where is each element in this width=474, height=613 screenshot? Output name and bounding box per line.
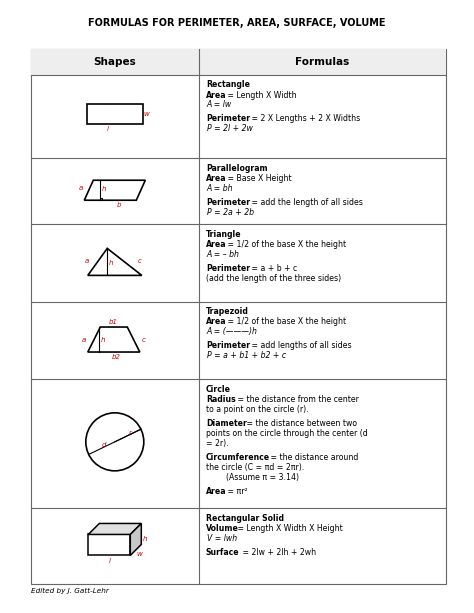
Text: Circumference: Circumference [206, 453, 270, 462]
Polygon shape [88, 524, 141, 535]
Text: = πr²: = πr² [225, 487, 248, 495]
Text: to a point on the circle (r).: to a point on the circle (r). [206, 405, 309, 414]
Text: = 2lw + 2lh + 2wh: = 2lw + 2lh + 2wh [239, 548, 316, 557]
Polygon shape [84, 180, 146, 200]
Text: A = lw: A = lw [207, 101, 232, 110]
Text: Parallelogram: Parallelogram [206, 164, 267, 173]
Text: Surface: Surface [206, 548, 239, 557]
Polygon shape [88, 248, 142, 275]
Text: (add the length of the three sides): (add the length of the three sides) [206, 273, 341, 283]
Text: = Base X Height: = Base X Height [225, 174, 292, 183]
Text: Triangle: Triangle [206, 230, 241, 238]
Text: V = lwh: V = lwh [207, 534, 237, 543]
Text: Perimeter: Perimeter [206, 115, 250, 123]
Text: Edited by J. Gatt-Lehr: Edited by J. Gatt-Lehr [31, 588, 109, 593]
Text: = 1/2 of the base X the height: = 1/2 of the base X the height [225, 240, 346, 249]
Text: l: l [107, 126, 109, 132]
Text: a: a [82, 337, 86, 343]
Bar [31, 49, 446, 584]
Text: (Assume π = 3.14): (Assume π = 3.14) [206, 473, 299, 482]
Text: Diameter: Diameter [206, 419, 246, 428]
Text: Volume: Volume [206, 524, 238, 533]
Text: Perimeter: Perimeter [206, 198, 250, 207]
Text: a: a [84, 257, 89, 264]
Text: Shapes: Shapes [93, 57, 136, 67]
Text: Rectangular Solid: Rectangular Solid [206, 514, 284, 523]
Text: Trapezoid: Trapezoid [206, 307, 249, 316]
Text: P = 2a + 2b: P = 2a + 2b [207, 208, 254, 217]
Text: w: w [137, 551, 143, 557]
Text: r: r [129, 430, 132, 436]
Text: h: h [143, 536, 147, 543]
Bar [88, 535, 130, 555]
Text: = the distance from the center: = the distance from the center [235, 395, 359, 404]
Text: c: c [141, 337, 145, 343]
Text: b: b [117, 202, 121, 208]
Text: = 2r).: = 2r). [206, 439, 228, 447]
Text: Area: Area [206, 240, 226, 249]
Text: Perimeter: Perimeter [206, 341, 250, 351]
Text: A = – bh: A = – bh [207, 249, 240, 259]
Text: h: h [102, 186, 106, 192]
Text: h: h [109, 260, 113, 266]
Text: = a + b + c: = a + b + c [249, 264, 297, 273]
Text: h: h [100, 337, 105, 343]
Text: Rectangle: Rectangle [206, 80, 250, 89]
Text: Area: Area [206, 318, 226, 327]
Text: Area: Area [206, 174, 226, 183]
Text: = Length X Width: = Length X Width [225, 91, 297, 99]
Text: a: a [79, 185, 83, 191]
Text: b2: b2 [111, 354, 120, 360]
Text: points on the circle through the center (d: points on the circle through the center … [206, 429, 367, 438]
Polygon shape [130, 524, 141, 555]
Text: = 1/2 of the base X the height: = 1/2 of the base X the height [225, 318, 346, 327]
Text: l: l [108, 558, 110, 564]
Text: = the distance around: = the distance around [268, 453, 359, 462]
Text: P = a + b1 + b2 + c: P = a + b1 + b2 + c [207, 351, 286, 360]
Bar [31, 49, 446, 75]
Text: Area: Area [206, 487, 226, 495]
Text: w: w [144, 110, 149, 116]
Text: Radius: Radius [206, 395, 236, 404]
Text: P = 2l + 2w: P = 2l + 2w [207, 124, 253, 134]
Text: d: d [101, 442, 106, 448]
Text: = 2 X Lengths + 2 X Widths: = 2 X Lengths + 2 X Widths [249, 115, 360, 123]
Text: the circle (C = πd = 2πr).: the circle (C = πd = 2πr). [206, 463, 304, 471]
Text: A = bh: A = bh [207, 184, 233, 193]
Text: b1: b1 [108, 319, 117, 326]
Text: FORMULAS FOR PERIMETER, AREA, SURFACE, VOLUME: FORMULAS FOR PERIMETER, AREA, SURFACE, V… [88, 18, 386, 28]
Text: c: c [138, 257, 142, 264]
Bar [87, 104, 143, 124]
Text: Perimeter: Perimeter [206, 264, 250, 273]
Text: = the distance between two: = the distance between two [245, 419, 357, 428]
Text: A = (———)h: A = (———)h [207, 327, 258, 337]
Text: Circle: Circle [206, 385, 231, 394]
Text: Area: Area [206, 91, 226, 99]
Polygon shape [88, 327, 140, 352]
Text: = add lengths of all sides: = add lengths of all sides [249, 341, 352, 351]
Text: = add the length of all sides: = add the length of all sides [249, 198, 363, 207]
Text: Formulas: Formulas [295, 57, 349, 67]
Text: = Length X Width X Height: = Length X Width X Height [235, 524, 343, 533]
